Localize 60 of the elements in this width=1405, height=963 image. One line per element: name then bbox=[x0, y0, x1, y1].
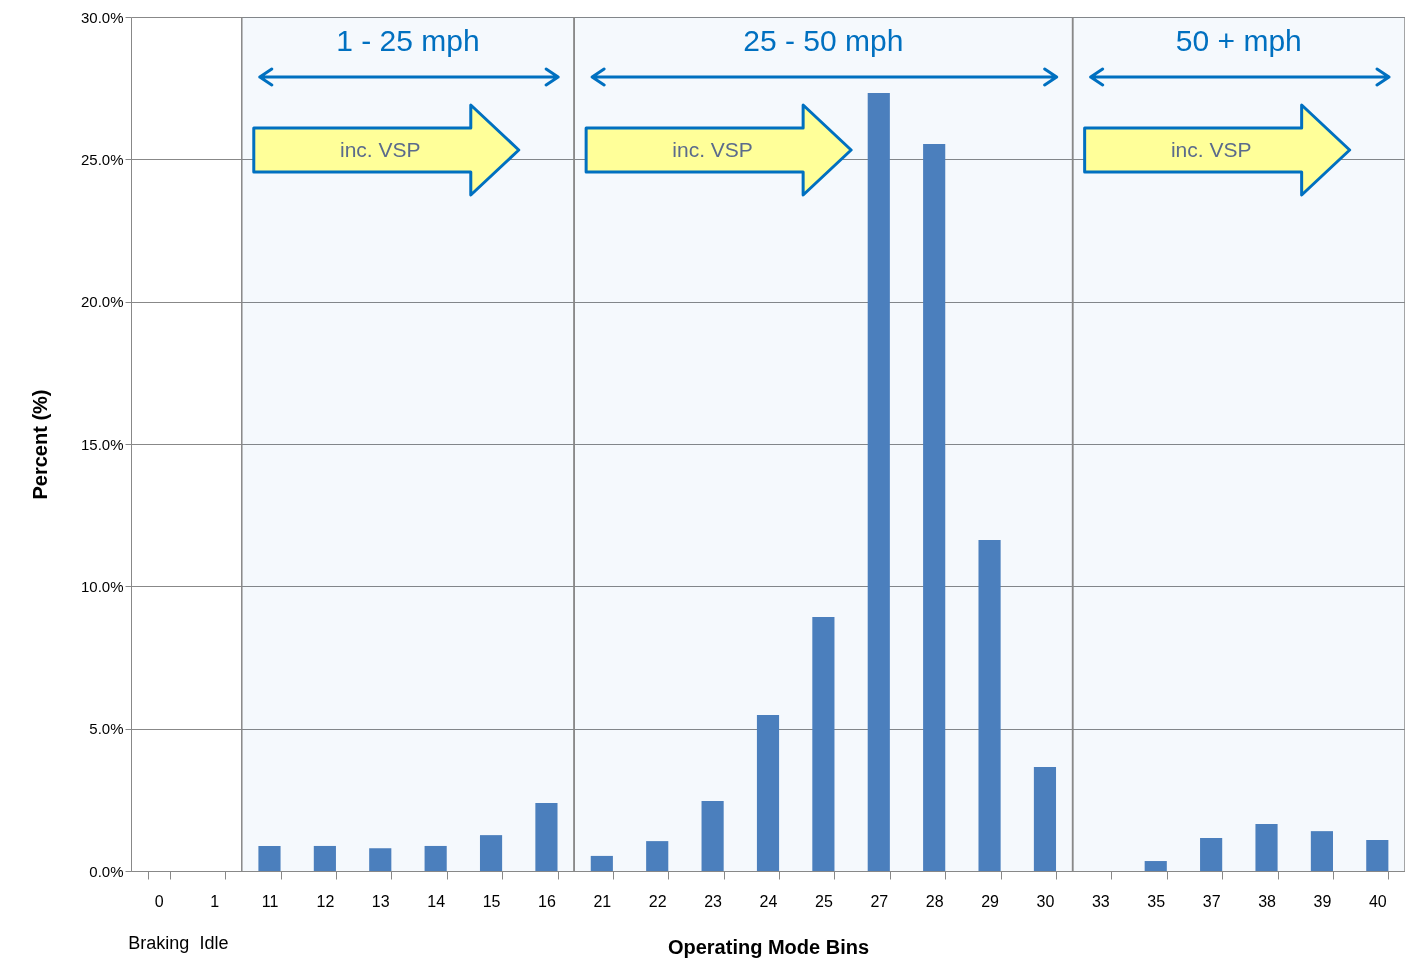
annotation: inc. VSP bbox=[340, 138, 421, 161]
bar bbox=[1144, 861, 1167, 871]
x-tick-label: 11 bbox=[261, 892, 279, 910]
bar bbox=[258, 845, 281, 871]
y-tick-label: 10.0% bbox=[80, 577, 124, 595]
bar bbox=[812, 617, 835, 871]
x-tick-label: 35 bbox=[1147, 892, 1166, 910]
x-tick-label: 16 bbox=[538, 892, 556, 910]
x-tick-label: 38 bbox=[1258, 892, 1277, 910]
x-tick-label: 29 bbox=[981, 892, 1000, 910]
x-tick-label: 27 bbox=[870, 892, 889, 910]
y-tick-label: 5.0% bbox=[89, 720, 124, 738]
bar bbox=[369, 848, 392, 871]
x-tick-label: 21 bbox=[593, 892, 612, 910]
bar bbox=[1033, 767, 1057, 871]
band-label: 1 - 25 mph bbox=[336, 24, 480, 57]
bar bbox=[1255, 824, 1278, 871]
bar bbox=[313, 845, 336, 871]
x-tick-label: 15 bbox=[482, 892, 501, 910]
text: Braking bbox=[128, 933, 190, 953]
bar bbox=[867, 93, 890, 871]
y-tick-label: 15.0% bbox=[80, 435, 124, 453]
y-tick-label: 30.0% bbox=[80, 8, 124, 26]
x-tick-label: 23 bbox=[704, 892, 723, 910]
x-tick-label: 25 bbox=[814, 892, 833, 910]
x-tick-label: 13 bbox=[371, 892, 390, 910]
band-label: 50 + mph bbox=[1175, 24, 1302, 57]
x-tick-label: 33 bbox=[1091, 892, 1110, 910]
band-label: 25 - 50 mph bbox=[743, 24, 904, 57]
x-tick-label: 30 bbox=[1036, 892, 1055, 910]
bar bbox=[646, 841, 669, 871]
x-tick-label: 1 bbox=[210, 892, 220, 910]
bar bbox=[590, 855, 613, 871]
bar bbox=[535, 802, 558, 871]
bar bbox=[756, 715, 780, 871]
bar bbox=[1310, 831, 1333, 871]
bar bbox=[1200, 837, 1223, 871]
x-tick-label: 40 bbox=[1368, 892, 1387, 910]
y-tick-label: 20.0% bbox=[80, 293, 124, 311]
bar bbox=[424, 845, 447, 871]
bar bbox=[978, 539, 1001, 871]
bar bbox=[701, 800, 724, 871]
x-tick-label: 28 bbox=[925, 892, 944, 910]
y-tick-label: 25.0% bbox=[80, 150, 124, 168]
x-tick-label: 39 bbox=[1313, 892, 1332, 910]
bar bbox=[1366, 839, 1389, 871]
x-tick-label: 0 bbox=[154, 892, 164, 910]
bar bbox=[923, 143, 946, 871]
annotation: inc. VSP bbox=[672, 138, 753, 161]
x-tick-label: 37 bbox=[1202, 892, 1221, 910]
x-tick-label: 22 bbox=[648, 892, 667, 910]
x-tick-label: 14 bbox=[427, 892, 446, 910]
x-axis-title: Operating Mode Bins bbox=[667, 935, 870, 958]
bar bbox=[479, 835, 503, 871]
text: Idle bbox=[199, 933, 229, 953]
x-tick-label: 24 bbox=[759, 892, 778, 910]
x-tick-label: 12 bbox=[316, 892, 335, 910]
y-tick-label: 0.0% bbox=[89, 862, 124, 880]
annotation: inc. VSP bbox=[1170, 138, 1252, 161]
y-axis-title: Percent (%) bbox=[28, 389, 51, 500]
